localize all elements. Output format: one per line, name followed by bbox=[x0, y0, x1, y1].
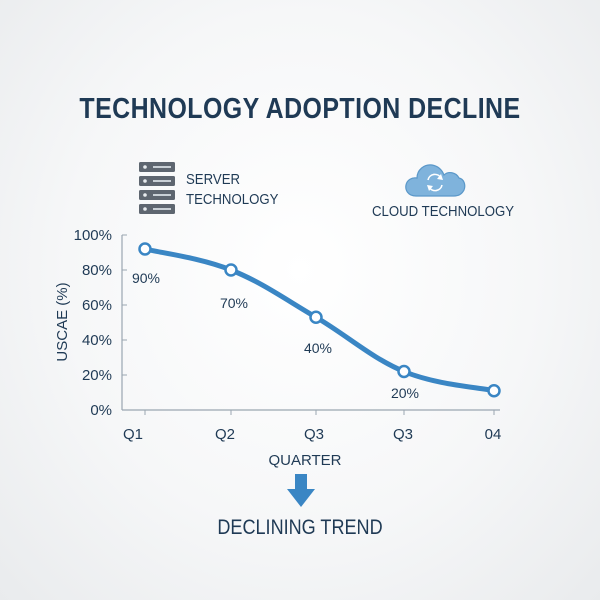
data-point-5 bbox=[487, 384, 501, 398]
data-point-3 bbox=[309, 310, 323, 324]
x-tick-label: Q1 bbox=[123, 426, 143, 443]
x-tick-label: Q3 bbox=[393, 426, 413, 443]
declining-trend-label: DECLINING TREND bbox=[217, 516, 383, 539]
cloud-technology-label: CLOUD TECHNOLOGY bbox=[372, 203, 515, 220]
y-tick-label: 100% bbox=[74, 227, 112, 244]
server-technology-label: SERVER TECHNOLOGY bbox=[186, 170, 278, 210]
server-label-line1: SERVER bbox=[186, 171, 241, 188]
chart-title: TECHNOLOGY ADOPTION DECLINE bbox=[79, 93, 521, 125]
y-tick-label: 80% bbox=[82, 262, 112, 279]
data-point-2 bbox=[224, 263, 238, 277]
data-label-3: 40% bbox=[304, 340, 332, 356]
data-point-1 bbox=[138, 242, 152, 256]
y-tick-label: 60% bbox=[82, 297, 112, 314]
x-tick-label: Q3 bbox=[304, 426, 324, 443]
y-axis-title: USCAE (%) bbox=[54, 282, 71, 361]
data-point-4 bbox=[397, 364, 411, 379]
y-tick-label: 0% bbox=[90, 402, 112, 419]
arrow-down-icon bbox=[287, 474, 315, 507]
x-tick-label: 04 bbox=[485, 426, 502, 443]
x-axis-title: QUARTER bbox=[268, 452, 341, 469]
server-label-line2: TECHNOLOGY bbox=[186, 191, 279, 208]
data-label-4: 20% bbox=[391, 385, 419, 401]
data-label-1: 90% bbox=[132, 270, 160, 286]
y-tick-label: 40% bbox=[82, 332, 112, 349]
x-tick-label: Q2 bbox=[215, 426, 235, 443]
cloud-icon bbox=[405, 164, 466, 197]
server-icon bbox=[139, 162, 175, 214]
data-label-2: 70% bbox=[220, 295, 248, 311]
y-tick-label: 20% bbox=[82, 367, 112, 384]
